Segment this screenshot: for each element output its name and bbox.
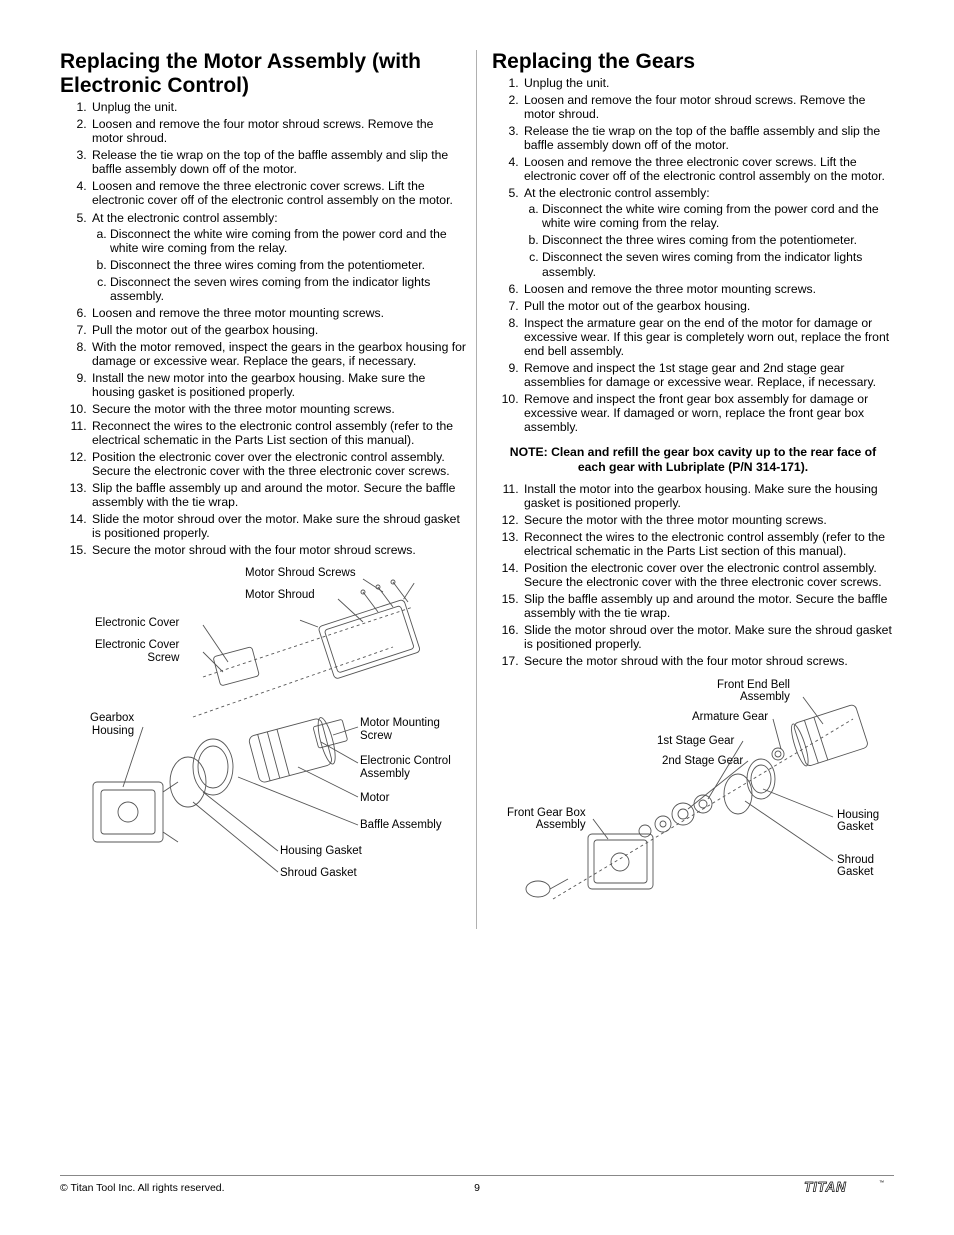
- list-item: Unplug the unit.: [522, 76, 894, 90]
- diagram-label: Electronic ControlAssembly: [360, 755, 451, 780]
- diagram-label: GearboxHousing: [90, 712, 134, 737]
- diagram-label: 2nd Stage Gear: [662, 755, 743, 768]
- list-item: With the motor removed, inspect the gear…: [90, 340, 466, 368]
- list-item: Secure the motor with the three motor mo…: [522, 513, 894, 527]
- heading-right: Replacing the Gears: [492, 50, 894, 74]
- diagram-label: Housing Gasket: [280, 845, 362, 858]
- left-diagram: Motor Shroud Screws Motor Shroud Electroni…: [60, 567, 466, 887]
- heading-left: Replacing the Motor Assembly (with Elect…: [60, 50, 466, 98]
- sub-list: Disconnect the white wire coming from th…: [524, 202, 894, 278]
- list-item: Install the motor into the gearbox housi…: [522, 482, 894, 510]
- list-item: Position the electronic cover over the e…: [522, 561, 894, 589]
- diagram-label: Front Gear BoxAssembly: [507, 807, 586, 832]
- diagram-label: Baffle Assembly: [360, 819, 442, 832]
- list-item: Remove and inspect the 1st stage gear an…: [522, 361, 894, 389]
- list-item: Slip the baffle assembly up and around t…: [90, 481, 466, 509]
- list-item: Slip the baffle assembly up and around t…: [522, 592, 894, 620]
- list-item: Slide the motor shroud over the motor. M…: [90, 512, 466, 540]
- diagram-label: Armature Gear: [692, 711, 768, 724]
- footer: © Titan Tool Inc. All rights reserved. 9…: [60, 1175, 894, 1205]
- page: Replacing the Motor Assembly (with Elect…: [0, 0, 954, 1235]
- list-item: Pull the motor out of the gearbox housin…: [90, 323, 466, 337]
- diagram-label: Electronic CoverScrew: [95, 639, 179, 664]
- sub-list-item: Disconnect the seven wires coming from t…: [110, 275, 466, 303]
- titan-logo-icon: TITAN ™: [804, 1178, 894, 1196]
- list-item: Loosen and remove the three motor mounti…: [522, 282, 894, 296]
- list-item: Loosen and remove the three electronic c…: [90, 179, 466, 207]
- list-item: Release the tie wrap on the top of the b…: [522, 124, 894, 152]
- right-steps-list-1: Unplug the unit. Loosen and remove the fo…: [492, 76, 894, 434]
- note: NOTE: Clean and refill the gear box cavi…: [492, 437, 894, 482]
- list-item: Reconnect the wires to the electronic co…: [522, 530, 894, 558]
- column-left: Replacing the Motor Assembly (with Elect…: [60, 50, 477, 929]
- sub-list-item: Disconnect the white wire coming from th…: [110, 227, 466, 255]
- list-item: Remove and inspect the front gear box as…: [522, 392, 894, 434]
- list-item: Pull the motor out of the gearbox housin…: [522, 299, 894, 313]
- list-item: Slide the motor shroud over the motor. M…: [522, 623, 894, 651]
- diagram-label: Motor: [360, 792, 389, 805]
- diagram-label: Electronic Cover: [95, 617, 179, 630]
- list-item: Position the electronic cover over the e…: [90, 450, 466, 478]
- column-right: Replacing the Gears Unplug the unit. Loos…: [477, 50, 894, 929]
- list-item: Inspect the armature gear on the end of …: [522, 316, 894, 358]
- diagram-label: Motor MountingScrew: [360, 717, 440, 742]
- diagram-label: Motor Shroud: [245, 589, 315, 602]
- sub-list-item: Disconnect the three wires coming from t…: [110, 258, 466, 272]
- list-item: Secure the motor with the three motor mo…: [90, 402, 466, 416]
- sub-list-item: Disconnect the seven wires coming from t…: [542, 250, 894, 278]
- right-steps-list-2: Install the motor into the gearbox housi…: [492, 482, 894, 668]
- footer-logo: TITAN ™: [804, 1178, 894, 1199]
- list-item: Secure the motor shroud with the four mo…: [90, 543, 466, 557]
- svg-text:™: ™: [879, 1180, 884, 1186]
- list-item: Install the new motor into the gearbox h…: [90, 371, 466, 399]
- diagram-label: HousingGasket: [837, 809, 879, 834]
- list-item: At the electronic control assembly:Disco…: [90, 211, 466, 303]
- list-item: Loosen and remove the four motor shroud …: [90, 117, 466, 145]
- list-item: Release the tie wrap on the top of the b…: [90, 148, 466, 176]
- list-item: Loosen and remove the three electronic c…: [522, 155, 894, 183]
- list-item: Secure the motor shroud with the four mo…: [522, 654, 894, 668]
- list-item: At the electronic control assembly:Disco…: [522, 186, 894, 278]
- diagram-label: ShroudGasket: [837, 854, 874, 879]
- sub-list: Disconnect the white wire coming from th…: [92, 227, 466, 303]
- list-item: Loosen and remove the three motor mounti…: [90, 306, 466, 320]
- list-item: Unplug the unit.: [90, 100, 466, 114]
- left-steps-list: Unplug the unit. Loosen and remove the fo…: [60, 100, 466, 557]
- sub-list-item: Disconnect the three wires coming from t…: [542, 233, 894, 247]
- list-item: Loosen and remove the four motor shroud …: [522, 93, 894, 121]
- diagram-label: Shroud Gasket: [280, 867, 357, 880]
- footer-left: © Titan Tool Inc. All rights reserved.: [60, 1182, 225, 1194]
- diagram-label: Motor Shroud Screws: [245, 567, 356, 580]
- diagram-label: 1st Stage Gear: [657, 735, 734, 748]
- list-item: Reconnect the wires to the electronic co…: [90, 419, 466, 447]
- sub-list-item: Disconnect the white wire coming from th…: [542, 202, 894, 230]
- svg-text:TITAN: TITAN: [804, 1180, 847, 1195]
- diagram-label: Front End BellAssembly: [717, 679, 790, 704]
- footer-page-number: 9: [474, 1182, 480, 1194]
- columns: Replacing the Motor Assembly (with Elect…: [60, 50, 894, 929]
- right-diagram: Front End BellAssembly Armature Gear 1st S…: [492, 679, 894, 929]
